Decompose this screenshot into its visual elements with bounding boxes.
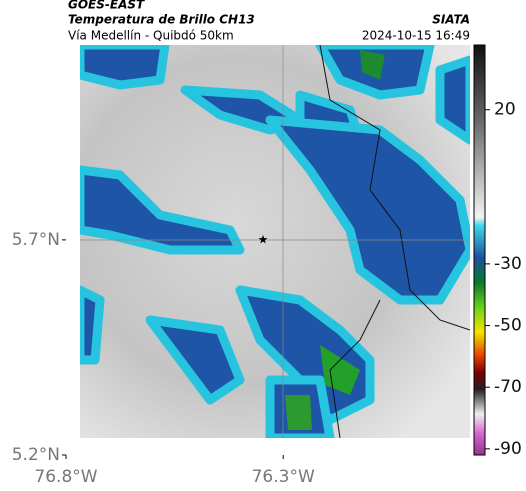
colorbar-tick-label: -30 [494, 254, 522, 274]
colorbar [473, 44, 486, 456]
colorbar-tick-label: -90 [494, 439, 522, 459]
lon-tick-label: 76.3°W [252, 467, 315, 487]
colorbar-tick-label: -70 [494, 377, 522, 397]
datetime: 2024-10-15 16:49 [362, 29, 470, 43]
product-title: GOES-EAST [68, 0, 145, 12]
lon-tick-label: 76.8°W [34, 467, 97, 487]
colorbar-tick-label: 20 [494, 100, 516, 120]
route: Vía Medellín - Quibdó 50km [68, 29, 234, 43]
lat-tick-label: 5.7°N [12, 230, 60, 250]
source: SIATA [432, 13, 470, 27]
satellite-image [80, 45, 470, 438]
city-marker: ★ [258, 233, 269, 247]
ticks: 5.2°N 5.7°N 76.8°W 76.3°W 20 -30 -50 -70 -90 [12, 100, 522, 487]
colorbar-tick-label: -50 [494, 316, 522, 336]
lat-tick-label: 5.2°N [12, 445, 60, 465]
subtitle: Temperatura de Brillo CH13 [68, 13, 255, 27]
